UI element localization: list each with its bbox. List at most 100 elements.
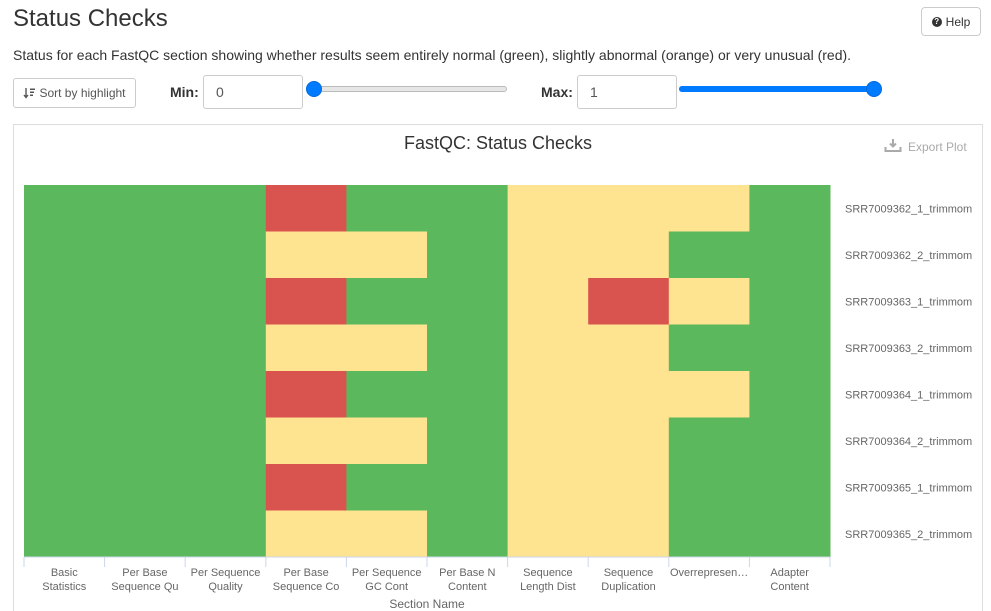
heatmap-cell	[427, 324, 509, 372]
heatmap-cell	[668, 417, 750, 465]
heatmap-cell	[668, 324, 750, 372]
x-tick-label: Per Base Sequence Qu	[111, 567, 178, 593]
heatmap-cell	[427, 510, 509, 558]
max-slider[interactable]	[679, 81, 882, 97]
heatmap-cell	[668, 464, 750, 511]
heatmap-cell	[185, 231, 267, 279]
heatmap-cell	[507, 510, 589, 558]
heatmap-cell	[265, 417, 347, 465]
heatmap-cell	[185, 417, 267, 465]
help-button-label: Help	[945, 14, 971, 29]
heatmap-cell	[265, 278, 347, 325]
y-tick-label: SRR7009363_1_trimmom	[845, 296, 972, 308]
min-input[interactable]	[203, 75, 303, 109]
heatmap-cell	[346, 278, 428, 325]
heatmap-cell	[185, 510, 267, 558]
x-tick-label: Per Sequence GC Cont	[352, 567, 422, 593]
heatmap-cell	[24, 231, 106, 279]
heatmap-cell	[104, 231, 186, 279]
heatmap-cell	[24, 185, 106, 232]
heatmap-cell	[427, 464, 509, 511]
heatmap-cell	[185, 464, 267, 511]
heatmap-cell	[749, 417, 831, 465]
heatmap-cell	[427, 417, 509, 465]
heatmap-cell	[265, 371, 347, 418]
heatmap-cell	[427, 371, 509, 418]
y-tick-label: SRR7009362_2_trimmom	[845, 250, 972, 262]
heatmap-cell	[749, 510, 831, 558]
heatmap-cell	[588, 185, 670, 232]
min-slider[interactable]	[306, 81, 507, 97]
help-button[interactable]: ? Help	[921, 7, 981, 36]
heatmap-cell	[507, 278, 589, 325]
heatmap-cell	[668, 185, 750, 232]
y-tick-label: SRR7009364_1_trimmom	[845, 389, 972, 401]
min-slider-handle[interactable]	[306, 81, 322, 97]
heatmap-cell	[346, 510, 428, 558]
sort-button-label: Sort by highlight	[39, 86, 126, 100]
heatmap-cell	[507, 185, 589, 232]
export-plot-label: Export Plot	[908, 139, 967, 154]
heatmap-cell	[104, 324, 186, 372]
heatmap-cell	[265, 324, 347, 372]
heatmap-cell	[507, 464, 589, 511]
section-description: Status for each FastQC section showing w…	[13, 47, 852, 63]
heatmap-cell	[427, 278, 509, 325]
chart-title: FastQC: Status Checks	[404, 133, 592, 153]
heatmap-cell	[265, 231, 347, 279]
download-icon	[884, 138, 902, 155]
x-axis-title: Section Name	[389, 597, 465, 611]
sort-amount-icon	[23, 87, 36, 99]
question-circle-icon: ?	[931, 16, 942, 27]
heatmap-cell	[588, 510, 670, 558]
heatmap-cell	[24, 278, 106, 325]
x-tick-label: Adapter Content	[770, 567, 809, 593]
heatmap-cell	[507, 231, 589, 279]
heatmap-cell	[24, 510, 106, 558]
heatmap-cell	[104, 510, 186, 558]
heatmap-cell	[749, 231, 831, 279]
heatmap-cell	[24, 371, 106, 418]
heatmap-cell	[668, 231, 750, 279]
max-label: Max:	[541, 84, 573, 100]
heatmap-cell	[24, 324, 106, 372]
heatmap-cell	[588, 464, 670, 511]
y-tick-label: SRR7009364_2_trimmom	[845, 436, 972, 448]
page-title: Status Checks	[13, 5, 168, 32]
x-tick-label: Sequence Length Dist	[520, 567, 576, 593]
export-plot-button[interactable]: Export Plot	[884, 138, 967, 155]
y-tick-label: SRR7009362_1_trimmom	[845, 203, 972, 215]
min-label: Min:	[170, 84, 199, 100]
max-input[interactable]	[577, 75, 677, 109]
heatmap-cell	[588, 371, 670, 418]
y-tick-label: SRR7009365_1_trimmom	[845, 482, 972, 494]
heatmap-cell	[346, 371, 428, 418]
heatmap-cell	[185, 278, 267, 325]
heatmap-cell	[588, 231, 670, 279]
heatmap-cell	[104, 185, 186, 232]
heatmap-cell	[346, 231, 428, 279]
heatmap-cell	[104, 371, 186, 418]
x-tick-label: Per Sequence Quality	[191, 567, 261, 593]
heatmap-cell	[265, 185, 347, 232]
x-tick-label: Per Base N Content	[439, 567, 495, 593]
heatmap-cell	[749, 464, 831, 511]
max-slider-fill	[679, 86, 873, 92]
max-slider-handle[interactable]	[866, 81, 882, 97]
heatmap-cell	[346, 324, 428, 372]
y-tick-label: SRR7009365_2_trimmom	[845, 529, 972, 541]
heatmap-cell	[588, 417, 670, 465]
y-tick-label: SRR7009363_2_trimmom	[845, 343, 972, 355]
heatmap-cell	[749, 371, 831, 418]
x-tick-label: Overrepresen…	[670, 567, 748, 579]
x-tick-label: Per Base Sequence Co	[273, 567, 340, 593]
heatmap-cell	[104, 417, 186, 465]
heatmap-cell	[346, 185, 428, 232]
heatmap-cell	[185, 185, 267, 232]
sort-by-highlight-button[interactable]: Sort by highlight	[13, 78, 136, 108]
heatmap-cell	[104, 464, 186, 511]
heatmap-cell	[265, 464, 347, 511]
x-tick-label: Basic Statistics	[42, 567, 87, 593]
heatmap-cell	[507, 371, 589, 418]
